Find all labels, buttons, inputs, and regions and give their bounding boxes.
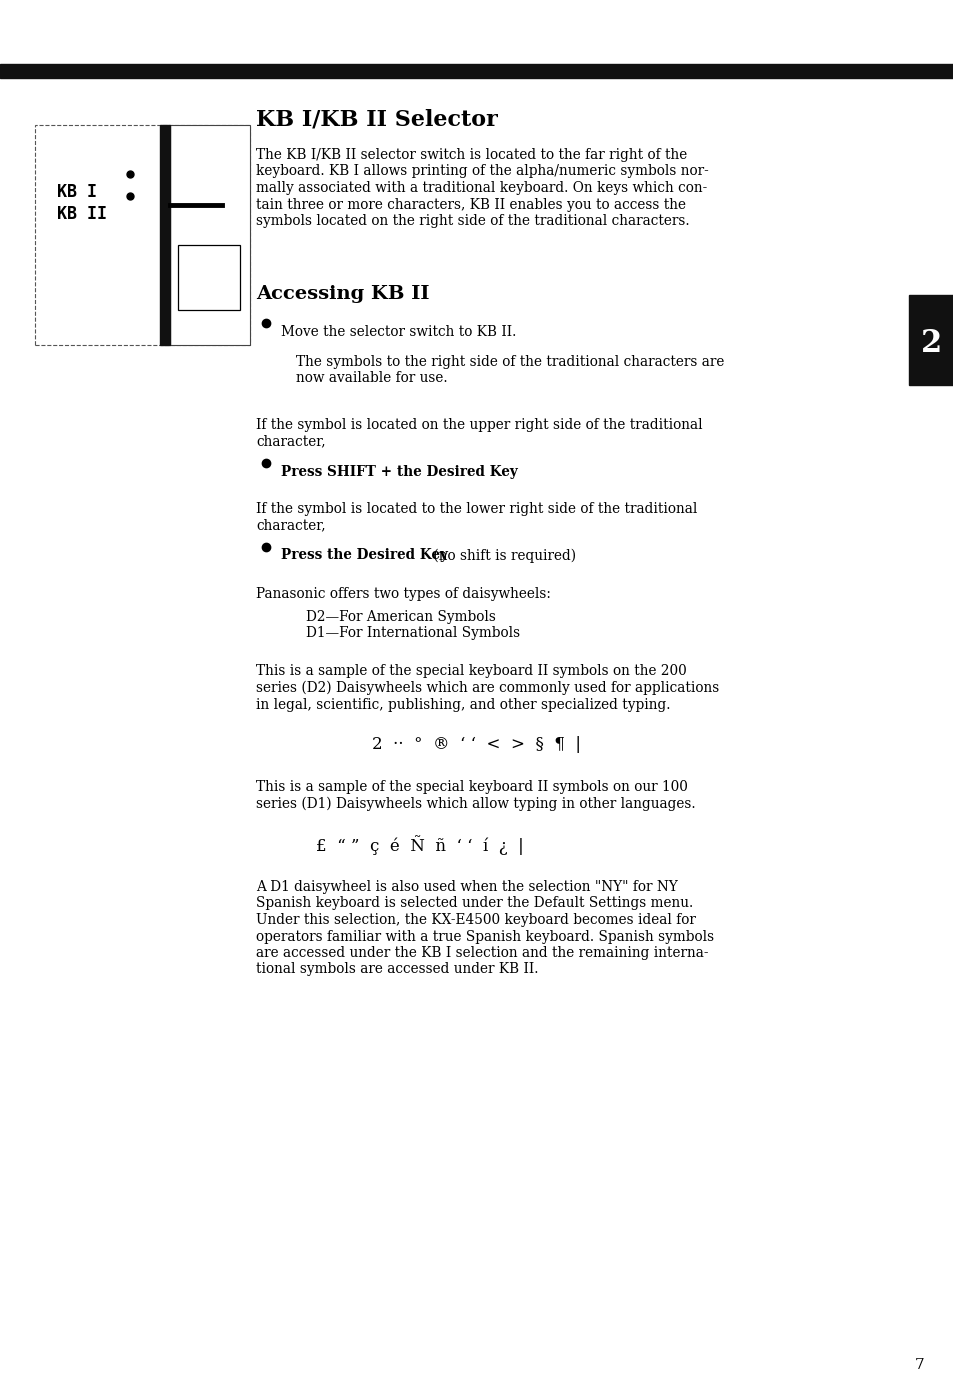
Text: If the symbol is located to the lower right side of the traditional: If the symbol is located to the lower ri… <box>255 502 697 516</box>
Text: keyboard. KB I allows printing of the alpha/numeric symbols nor-: keyboard. KB I allows printing of the al… <box>255 165 708 179</box>
Text: mally associated with a traditional keyboard. On keys which con-: mally associated with a traditional keyb… <box>255 182 706 195</box>
Text: tional symbols are accessed under KB II.: tional symbols are accessed under KB II. <box>255 962 537 977</box>
Text: are accessed under the KB I selection and the remaining interna-: are accessed under the KB I selection an… <box>255 947 708 960</box>
Text: The KB I/KB II selector switch is located to the far right of the: The KB I/KB II selector switch is locate… <box>255 148 686 162</box>
Text: 2: 2 <box>920 328 942 359</box>
Text: (no shift is required): (no shift is required) <box>429 549 576 563</box>
Text: D1—For International Symbols: D1—For International Symbols <box>306 626 519 640</box>
Bar <box>0 64 953 78</box>
Text: in legal, scientific, publishing, and other specialized typing.: in legal, scientific, publishing, and ot… <box>255 697 670 711</box>
Text: Press SHIFT + the Desired Key: Press SHIFT + the Desired Key <box>281 464 517 480</box>
Text: series (D1) Daisywheels which allow typing in other languages.: series (D1) Daisywheels which allow typi… <box>255 797 695 811</box>
Text: Spanish keyboard is selected under the Default Settings menu.: Spanish keyboard is selected under the D… <box>255 897 693 911</box>
Bar <box>170 125 250 345</box>
Text: D2—For American Symbols: D2—For American Symbols <box>306 610 496 624</box>
Text: Press the Desired Key: Press the Desired Key <box>281 549 447 563</box>
Bar <box>178 245 240 310</box>
Text: now available for use.: now available for use. <box>295 371 447 385</box>
Text: Panasonic offers two types of daisywheels:: Panasonic offers two types of daisywheel… <box>255 588 550 602</box>
Text: KB ΙΙ: KB ΙΙ <box>57 205 107 223</box>
Bar <box>35 125 250 345</box>
Text: symbols located on the right side of the traditional characters.: symbols located on the right side of the… <box>255 213 689 229</box>
Text: If the symbol is located on the upper right side of the traditional: If the symbol is located on the upper ri… <box>255 419 702 432</box>
Text: operators familiar with a true Spanish keyboard. Spanish symbols: operators familiar with a true Spanish k… <box>255 930 714 944</box>
Text: tain three or more characters, KB II enables you to access the: tain three or more characters, KB II ena… <box>255 197 685 212</box>
Bar <box>908 295 953 385</box>
Text: series (D2) Daisywheels which are commonly used for applications: series (D2) Daisywheels which are common… <box>255 681 719 696</box>
Text: character,: character, <box>255 518 325 532</box>
Text: This is a sample of the special keyboard II symbols on the 200: This is a sample of the special keyboard… <box>255 664 686 679</box>
Text: Accessing KB II: Accessing KB II <box>255 286 429 304</box>
Text: KB I: KB I <box>57 183 97 201</box>
Text: Move the selector switch to KB II.: Move the selector switch to KB II. <box>281 324 516 340</box>
Bar <box>160 125 170 345</box>
Text: This is a sample of the special keyboard II symbols on our 100: This is a sample of the special keyboard… <box>255 780 687 794</box>
Text: KB I/KB II Selector: KB I/KB II Selector <box>255 108 497 130</box>
Text: 7: 7 <box>914 1358 923 1372</box>
Text: 2  ··  °  ®  ‘ ‘  <  >  §  ¶  |: 2 ·· ° ® ‘ ‘ < > § ¶ | <box>372 736 581 753</box>
Text: £  “ ”  ç  é  Ñ  ñ  ‘ ‘  í  ¿  |: £ “ ” ç é Ñ ñ ‘ ‘ í ¿ | <box>315 836 523 855</box>
Text: The symbols to the right side of the traditional characters are: The symbols to the right side of the tra… <box>295 355 723 369</box>
Text: A D1 daisywheel is also used when the selection "NY" for NY: A D1 daisywheel is also used when the se… <box>255 880 677 894</box>
Text: character,: character, <box>255 434 325 449</box>
Text: Under this selection, the KX-E4500 keyboard becomes ideal for: Under this selection, the KX-E4500 keybo… <box>255 913 695 927</box>
